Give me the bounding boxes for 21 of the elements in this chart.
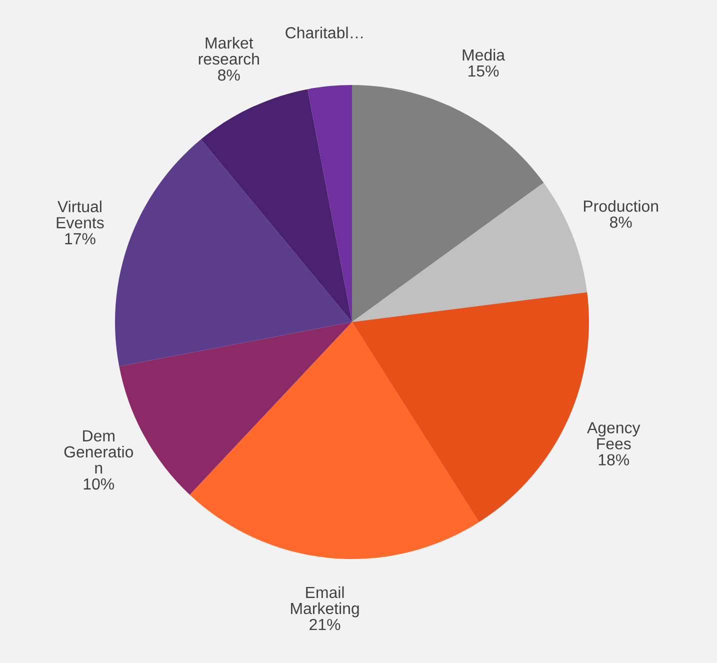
pie-slice [115, 139, 352, 366]
slice-label: Agency Fees [587, 422, 640, 450]
data-label: 18% [598, 454, 630, 466]
slice-label: Charitabl… [286, 26, 363, 38]
pie-slice [308, 85, 352, 322]
data-label: 15% [468, 65, 499, 77]
pie-slice [190, 322, 479, 559]
slice-label: Dem Generatio n [64, 430, 134, 474]
data-label: 21% [310, 618, 340, 630]
slice-label: Virtual Events [56, 200, 104, 228]
slice-label: Production [584, 200, 658, 212]
data-label: 10% [84, 478, 114, 490]
pie-slice [352, 85, 544, 322]
data-label: 8% [218, 69, 240, 81]
slice-label: Media [462, 48, 506, 61]
data-label: 8% [610, 216, 632, 228]
pie-slice [352, 292, 589, 522]
pie-slice [200, 89, 352, 322]
slice-label: Market research [198, 36, 259, 65]
data-label: 17% [65, 233, 96, 244]
slice-label: Email Marketing [291, 586, 359, 618]
